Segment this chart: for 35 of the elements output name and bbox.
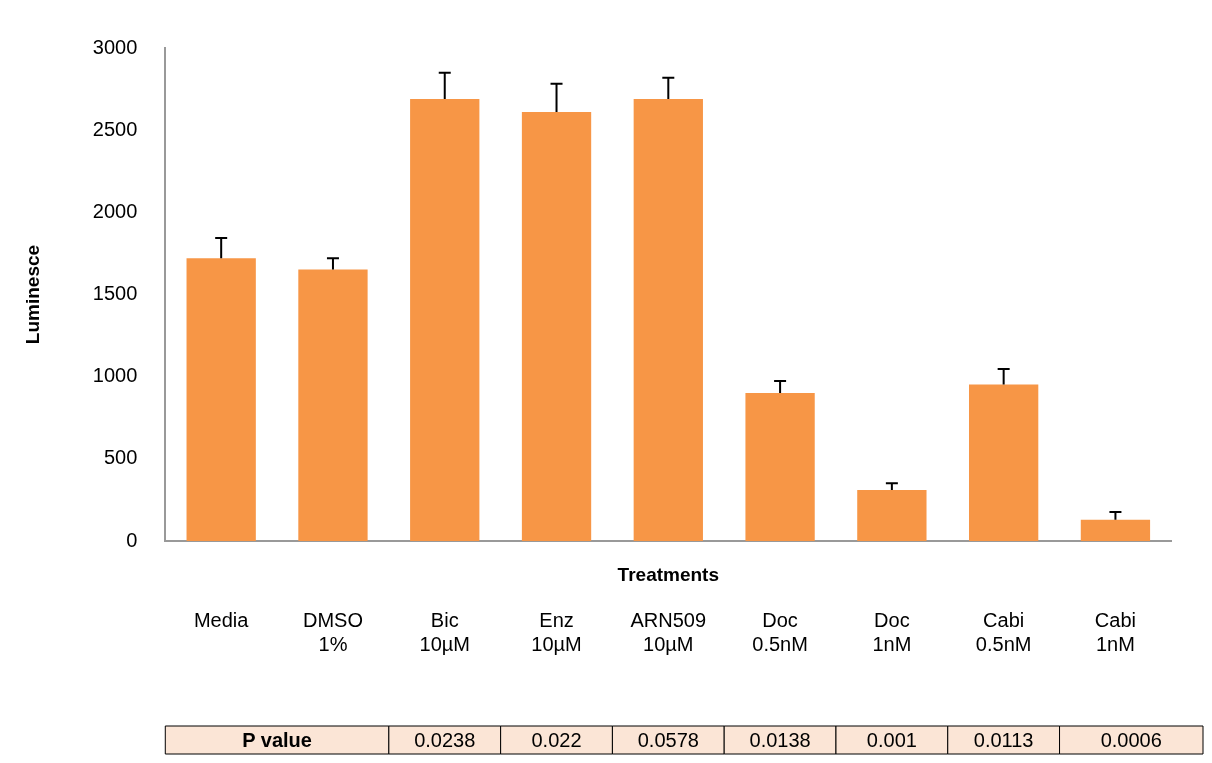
x-tick-label: Cabi 1nM [1094, 608, 1136, 655]
bar [1080, 519, 1151, 541]
bar [969, 384, 1039, 541]
bar [186, 258, 256, 541]
y-tick-label: 1000 [92, 364, 138, 387]
x-tick-label: Media [193, 608, 250, 631]
text: P value [242, 728, 312, 751]
text: 0.0006 [1100, 728, 1162, 751]
x-tick-label: Bic 10µM [419, 608, 470, 655]
text: 0.0138 [749, 728, 811, 751]
text: 0.022 [531, 728, 582, 751]
y-tick-label: 3000 [92, 35, 138, 58]
text: 0.001 [866, 728, 917, 751]
bar [745, 392, 815, 541]
y-tick-label: 500 [103, 446, 138, 469]
bar [521, 111, 592, 541]
y-axis-title: Luminesce [21, 244, 43, 345]
bar [410, 99, 480, 541]
y-tick-label: 2500 [92, 117, 138, 140]
bar [857, 489, 927, 541]
x-tick-label: DMSO 1% [302, 608, 363, 655]
y-tick-label: 0 [126, 528, 138, 551]
text: 0.0578 [637, 728, 699, 751]
x-axis-title: Treatments [617, 564, 719, 586]
x-tick-label: Enz 10µM [531, 608, 582, 655]
x-tick-label: Cabi 0.5nM [975, 608, 1032, 655]
y-tick-label: 1500 [92, 282, 138, 305]
x-tick-label: ARN509 10µM [630, 608, 707, 655]
text: 0.0238 [414, 728, 476, 751]
text: 0.0113 [973, 728, 1034, 751]
x-tick-label: Doc 1nM [872, 608, 912, 655]
bar [298, 269, 368, 541]
bar [633, 99, 703, 541]
x-tick-label: Doc 0.5nM [752, 608, 808, 655]
y-tick-label: 2000 [92, 199, 138, 222]
